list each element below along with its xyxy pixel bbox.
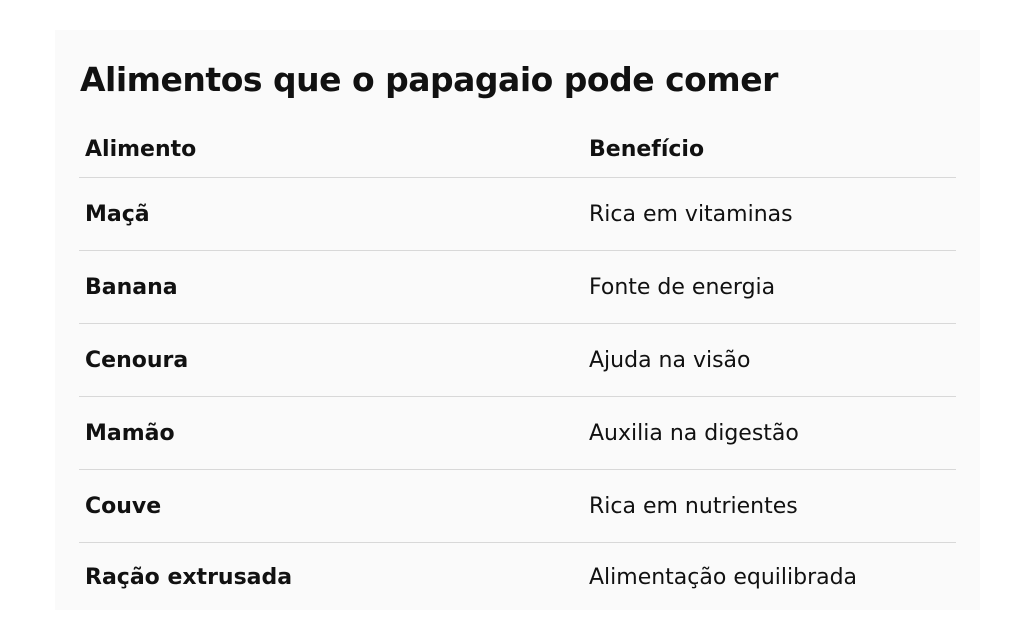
title: Alimentos que o papagaio pode comer (80, 60, 778, 99)
food-cell: Cenoura (79, 323, 583, 397)
food-cell: Mamão (79, 396, 583, 470)
food-cell: Banana (79, 250, 583, 324)
table-row: Maçã Rica em vitaminas (79, 177, 956, 251)
table-row: Couve Rica em nutrientes (79, 469, 956, 543)
food-cell: Ração extrusada (85, 564, 293, 590)
table-row: Ração extrusada Alimentação equilibrada (79, 543, 956, 612)
benefit-cell: Rica em vitaminas (583, 177, 956, 251)
table: Alimento Benefício Maçã Rica em vitaminas B… (79, 122, 956, 611)
benefit-cell: Rica em nutrientes (583, 469, 956, 543)
benefit-cell: Auxilia na digestão (583, 396, 956, 470)
table-row: Banana Fonte de energia (79, 250, 956, 324)
benefit-cell: Ajuda na visão (583, 323, 956, 397)
header-cell: Benefício (583, 122, 956, 178)
table-row: Mamão Auxilia na digestão (79, 396, 956, 470)
header-cell: Alimento (79, 122, 583, 178)
food-cell: Couve (79, 469, 583, 543)
benefit-cell: Alimentação equilibrada (589, 564, 858, 590)
header-row: Alimento Benefício (79, 122, 956, 178)
benefit-cell: Fonte de energia (583, 250, 956, 324)
table-row: Cenoura Ajuda na visão (79, 323, 956, 397)
table-body: Maçã Rica em vitaminas Banana Fonte de ener… (79, 177, 956, 612)
food-cell: Maçã (79, 177, 583, 251)
